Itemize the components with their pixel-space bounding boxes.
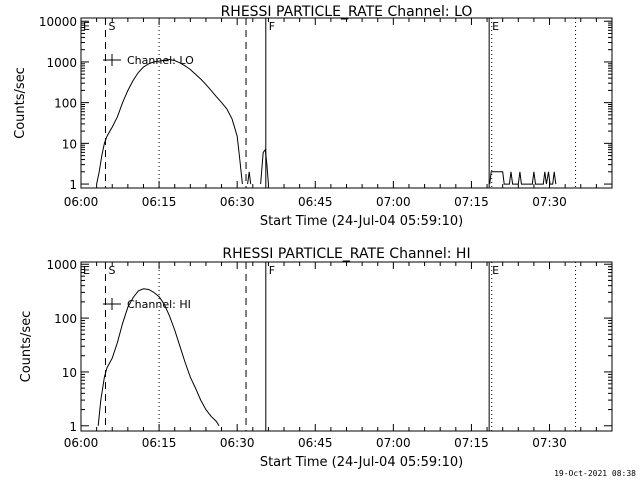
chart-panel-2: RHESSI PARTICLE_RATE Channel: HI 06:00 06:… [19, 246, 613, 470]
x-axis-label: Start Time (24-Jul-04 05:59:10) [260, 214, 463, 229]
x-tick-label: 06:45 [298, 195, 333, 209]
x-tick-label: 06:15 [142, 436, 177, 450]
chart-panel-1: RHESSI PARTICLE_RATE Channel: LO 06:00 06:… [13, 4, 613, 229]
x-tick-label: 07:30 [532, 436, 567, 450]
x-tick-label: 07:15 [454, 195, 489, 209]
x-tick-label: 07:15 [454, 436, 489, 450]
x-tick-label: 06:30 [220, 195, 255, 209]
marker-label: S [108, 264, 115, 277]
y-axis-label: Counts/sec [13, 67, 28, 139]
y-tick-label: 10 [62, 137, 77, 151]
marker-label: E [492, 20, 499, 33]
plot-frame [80, 261, 613, 432]
x-tick-label: 06:00 [64, 195, 99, 209]
x-tick-label: 06:00 [64, 436, 99, 450]
legend-label: Channel: HI [127, 298, 191, 311]
x-tick-label: 06:30 [220, 436, 255, 450]
series-line-segment [489, 171, 557, 185]
corner-label: E [83, 264, 90, 277]
x-tick-label: 07:00 [376, 436, 411, 450]
y-tick-label: 1000 [46, 56, 77, 70]
x-axis-label: Start Time (24-Jul-04 05:59:10) [260, 455, 463, 470]
y-tick-label: 1000 [46, 258, 77, 272]
y-tick-label: 10000 [39, 15, 77, 29]
y-tick-label: 10 [62, 366, 77, 380]
y-tick-label: 100 [54, 97, 77, 111]
marker-label: E [492, 264, 499, 277]
footer-timestamp: 19-Oct-2021 08:38 [554, 469, 636, 478]
series-line-segment [96, 58, 243, 185]
marker-label: S [108, 20, 115, 33]
y-tick-label: 1 [69, 178, 77, 192]
series-line-segment [97, 288, 220, 427]
marker-label: F [269, 20, 275, 33]
marker-label: F [269, 264, 275, 277]
y-tick-label: 100 [54, 312, 77, 326]
x-tick-label: 07:00 [376, 195, 411, 209]
legend-label: Channel: LO [127, 54, 194, 67]
series-line-segment [247, 171, 252, 185]
chart-title: RHESSI PARTICLE_RATE Channel: LO [221, 4, 473, 20]
x-tick-label: 06:15 [142, 195, 177, 209]
corner-label: E [83, 20, 90, 33]
series-line-segment [260, 148, 269, 185]
chart-title: RHESSI PARTICLE_RATE Channel: HI [222, 246, 470, 262]
y-tick-label: 1 [69, 420, 77, 434]
x-tick-label: 07:30 [532, 195, 567, 209]
plot-frame [80, 17, 613, 189]
y-axis-label: Counts/sec [19, 311, 34, 383]
x-tick-label: 06:45 [298, 436, 333, 450]
